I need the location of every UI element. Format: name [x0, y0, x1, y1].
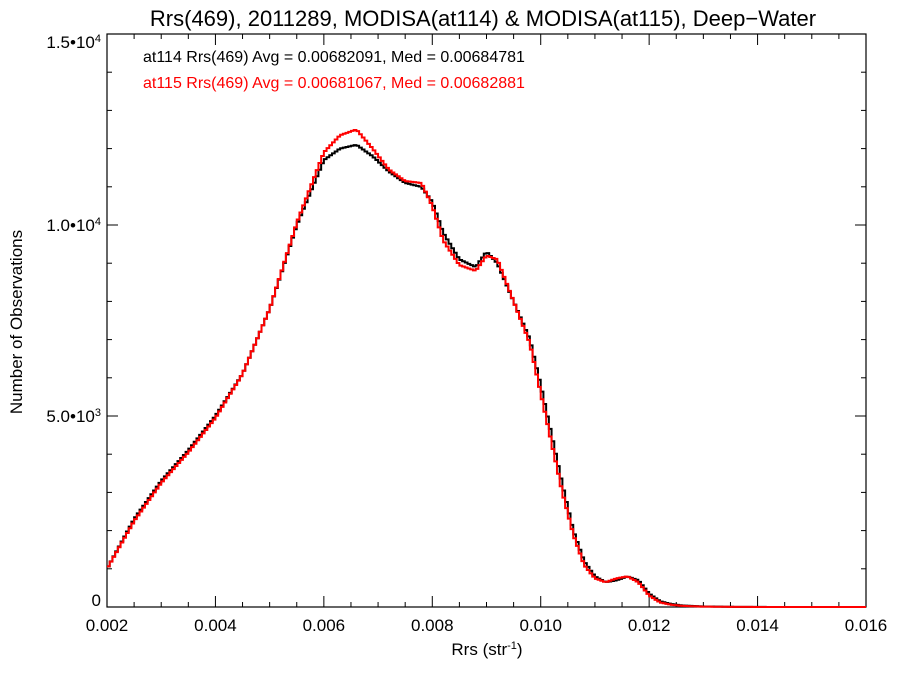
x-tick-label: 0.010	[519, 616, 562, 635]
x-tick-label: 0.002	[86, 616, 129, 635]
stat-annotations: at114 Rrs(469) Avg = 0.00682091, Med = 0…	[143, 49, 525, 92]
x-tick-label: 0.014	[736, 616, 779, 635]
x-tick-label: 0.016	[845, 616, 888, 635]
series-at114-line	[107, 144, 866, 608]
plot-frame	[106, 33, 867, 608]
y-tick-label: 0	[92, 591, 101, 610]
y-tick-label: 1.0•104	[46, 216, 101, 235]
stat-annotation: at115 Rrs(469) Avg = 0.00681067, Med = 0…	[143, 75, 525, 92]
stat-annotation: at114 Rrs(469) Avg = 0.00682091, Med = 0…	[143, 49, 525, 66]
y-tick-label: 1.5•104	[46, 33, 101, 52]
y-tick-label: 5.0•103	[46, 407, 101, 426]
axis-ticks: 0.002 0.004 0.006 0.008 0.010 0.012 0.014 0.016…	[46, 33, 887, 635]
x-tick-label: 0.008	[411, 616, 454, 635]
x-tick-label: 0.006	[303, 616, 346, 635]
histogram-series	[107, 128, 866, 608]
chart-title: Rrs(469), 2011289, MODISA(at114) & MODIS…	[150, 6, 816, 31]
x-tick-label: 0.004	[194, 616, 237, 635]
x-tick-label: 0.012	[628, 616, 671, 635]
series-at115-line	[107, 128, 866, 608]
y-axis-label: Number of Observations	[7, 230, 26, 414]
x-axis-label: Rrs (str-1)	[451, 640, 522, 659]
